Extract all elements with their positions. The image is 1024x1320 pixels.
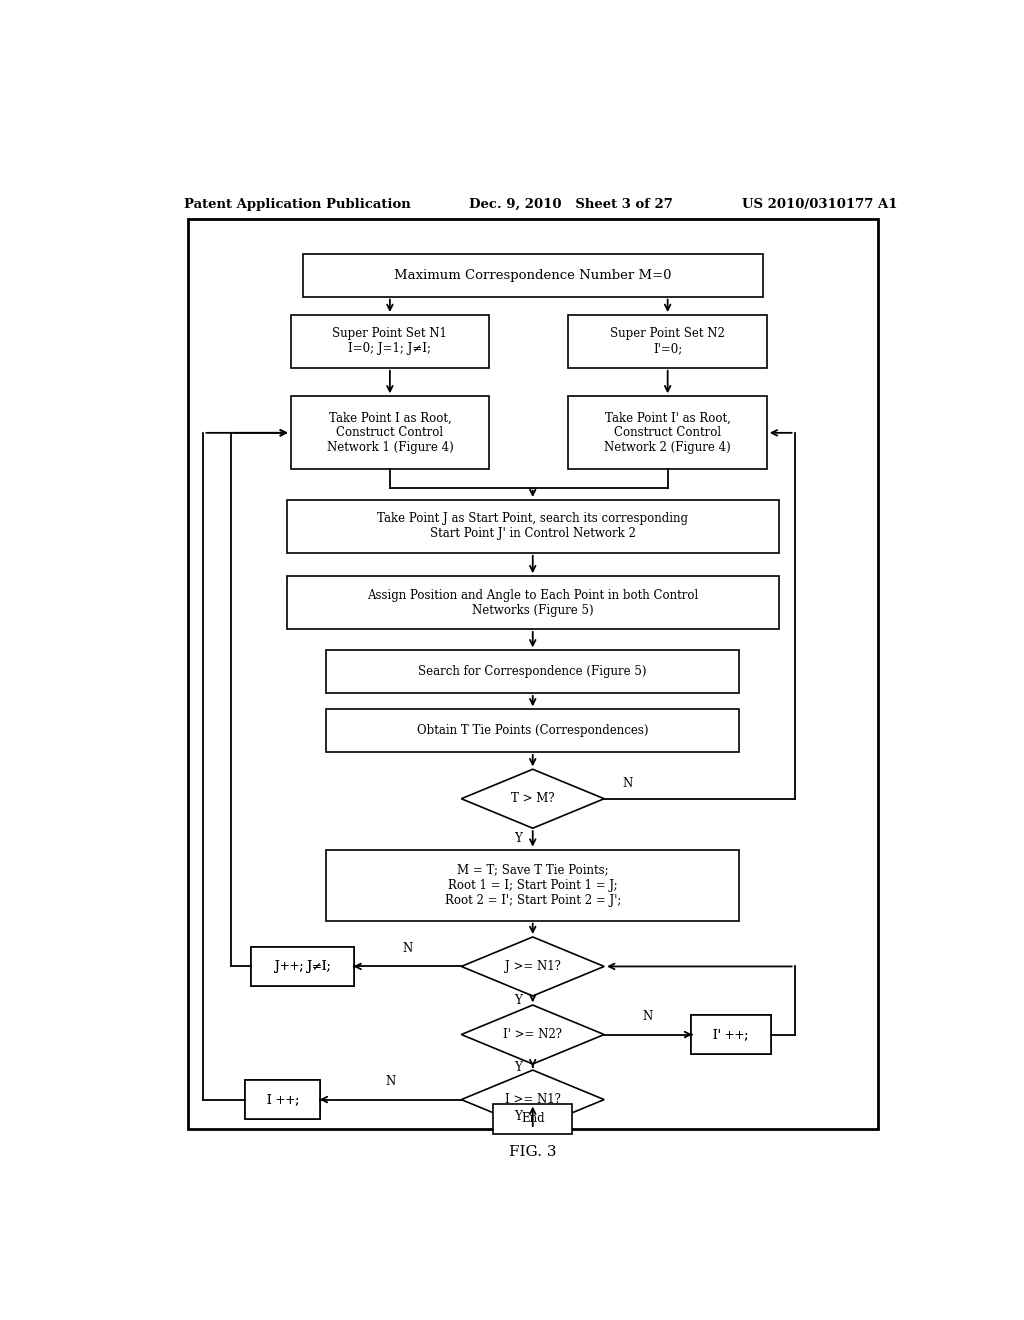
Text: FIG. 3: FIG. 3 (509, 1146, 556, 1159)
Text: US 2010/0310177 A1: US 2010/0310177 A1 (742, 198, 898, 211)
Text: Dec. 9, 2010   Sheet 3 of 27: Dec. 9, 2010 Sheet 3 of 27 (469, 198, 673, 211)
Text: I' >= N2?: I' >= N2? (503, 1028, 562, 1041)
Text: Take Point I as Root,
Construct Control
Network 1 (Figure 4): Take Point I as Root, Construct Control … (327, 412, 454, 454)
Text: Patent Application Publication: Patent Application Publication (183, 198, 411, 211)
FancyBboxPatch shape (251, 948, 354, 986)
Text: I >= N1?: I >= N1? (505, 1093, 561, 1106)
Text: Y: Y (514, 994, 522, 1007)
Text: Super Point Set N1
I=0; J=1; J≠I;: Super Point Set N1 I=0; J=1; J≠I; (333, 327, 447, 355)
Text: Obtain T Tie Points (Correspondences): Obtain T Tie Points (Correspondences) (417, 725, 648, 737)
FancyBboxPatch shape (251, 948, 354, 986)
Text: N: N (402, 941, 413, 954)
FancyBboxPatch shape (187, 219, 878, 1129)
FancyBboxPatch shape (303, 253, 763, 297)
FancyBboxPatch shape (691, 1015, 771, 1053)
FancyBboxPatch shape (494, 1104, 572, 1134)
FancyBboxPatch shape (327, 850, 739, 921)
Text: Maximum Correspondence Number M=0: Maximum Correspondence Number M=0 (394, 269, 672, 281)
FancyBboxPatch shape (327, 651, 739, 693)
Text: T > M?: T > M? (511, 792, 555, 805)
Text: J >= N1?: J >= N1? (505, 960, 561, 973)
FancyBboxPatch shape (291, 315, 489, 368)
Text: N: N (623, 777, 633, 789)
FancyBboxPatch shape (327, 709, 739, 752)
Text: Take Point J as Start Point, search its corresponding
Start Point J' in Control : Take Point J as Start Point, search its … (377, 512, 688, 540)
Text: Y: Y (514, 1060, 522, 1073)
Text: Y: Y (514, 1110, 522, 1123)
Polygon shape (462, 770, 604, 828)
Text: I' ++;: I' ++; (714, 1028, 749, 1041)
Text: Search for Correspondence (Figure 5): Search for Correspondence (Figure 5) (419, 665, 647, 678)
Text: End: End (521, 1113, 545, 1126)
FancyBboxPatch shape (287, 500, 779, 553)
Text: I' ++;: I' ++; (714, 1028, 749, 1041)
Polygon shape (462, 1071, 604, 1129)
Text: N: N (386, 1074, 396, 1088)
Text: Super Point Set N2
I'=0;: Super Point Set N2 I'=0; (610, 327, 725, 355)
Text: Take Point I' as Root,
Construct Control
Network 2 (Figure 4): Take Point I' as Root, Construct Control… (604, 412, 731, 454)
FancyBboxPatch shape (568, 396, 767, 470)
Text: I ++;: I ++; (266, 1093, 299, 1106)
Polygon shape (462, 1005, 604, 1064)
FancyBboxPatch shape (691, 1015, 771, 1053)
Text: N: N (643, 1010, 653, 1023)
Text: M = T; Save T Tie Points;
Root 1 = I; Start Point 1 = J;
Root 2 = I'; Start Poin: M = T; Save T Tie Points; Root 1 = I; St… (444, 863, 621, 907)
FancyBboxPatch shape (245, 1080, 321, 1119)
FancyBboxPatch shape (245, 1080, 321, 1119)
Text: J++; J≠I;: J++; J≠I; (274, 960, 331, 973)
FancyBboxPatch shape (287, 576, 779, 630)
Text: I ++;: I ++; (266, 1093, 299, 1106)
Text: Assign Position and Angle to Each Point in both Control
Networks (Figure 5): Assign Position and Angle to Each Point … (368, 589, 698, 616)
FancyBboxPatch shape (568, 315, 767, 368)
Text: J++; J≠I;: J++; J≠I; (274, 960, 331, 973)
Polygon shape (462, 937, 604, 995)
Text: Y: Y (514, 833, 522, 845)
FancyBboxPatch shape (291, 396, 489, 470)
